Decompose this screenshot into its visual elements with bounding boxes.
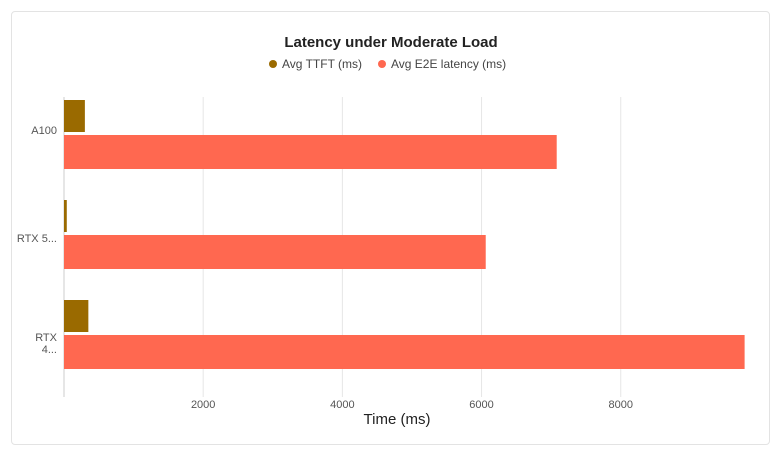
legend-marker-e2e	[378, 60, 386, 68]
y-category-label: RTX 5...	[17, 233, 57, 245]
bar-e2e-0[interactable]	[64, 135, 557, 169]
bar-e2e-1[interactable]	[64, 235, 486, 269]
x-tick-label: 6000	[469, 399, 493, 411]
bar-ttft-1[interactable]	[64, 200, 67, 232]
bars	[64, 100, 745, 369]
y-category-labels: A100 RTX 5... RTX 4...	[17, 125, 58, 356]
y-category-label: RTX 4...	[35, 332, 57, 356]
x-tick-label: 8000	[608, 399, 632, 411]
legend: Avg TTFT (ms) Avg E2E latency (ms)	[269, 57, 506, 71]
bar-ttft-2[interactable]	[64, 300, 89, 332]
legend-label-e2e: Avg E2E latency (ms)	[391, 57, 506, 71]
bar-ttft-0[interactable]	[64, 100, 85, 132]
legend-label-ttft: Avg TTFT (ms)	[282, 57, 362, 71]
bar-e2e-2[interactable]	[64, 335, 745, 369]
chart-title: Latency under Moderate Load	[284, 34, 497, 51]
x-axis-label: Time (ms)	[364, 411, 431, 428]
x-tick-label: 4000	[330, 399, 354, 411]
chart-card	[11, 11, 770, 445]
x-tick-labels: 2000 4000 6000 8000	[191, 399, 633, 411]
x-tick-label: 2000	[191, 399, 215, 411]
y-category-label: A100	[31, 125, 57, 137]
legend-marker-ttft	[269, 60, 277, 68]
